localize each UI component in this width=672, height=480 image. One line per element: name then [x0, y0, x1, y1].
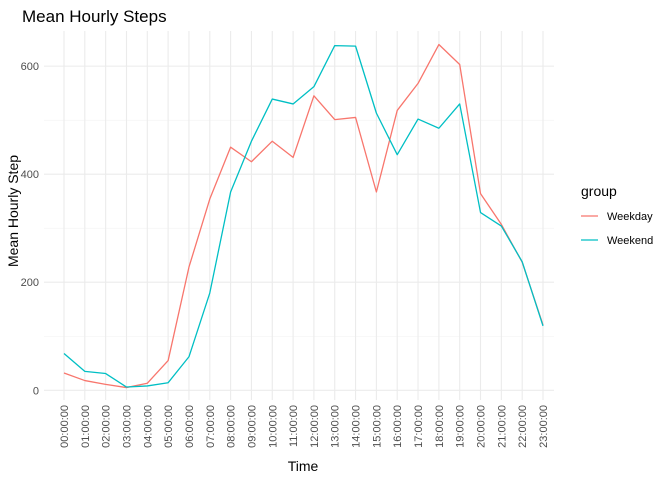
x-tick-label: 18:00:00: [434, 405, 446, 448]
legend-item: Weekend: [581, 235, 653, 247]
x-tick-label: 02:00:00: [101, 405, 113, 448]
x-tick-label: 23:00:00: [538, 405, 550, 448]
legend: group Weekday Weekend: [581, 183, 653, 247]
legend-title: group: [581, 183, 617, 199]
x-tick-label: 14:00:00: [351, 405, 363, 448]
x-tick-label: 00:00:00: [59, 405, 71, 448]
x-tick-label: 09:00:00: [246, 405, 258, 448]
x-tick-label: 03:00:00: [121, 405, 133, 448]
x-tick-label: 12:00:00: [309, 405, 321, 448]
x-tick-label: 01:00:00: [80, 405, 92, 448]
y-tick-label: 200: [21, 277, 39, 289]
x-tick-label: 11:00:00: [288, 405, 300, 447]
x-tick-label: 20:00:00: [476, 405, 488, 448]
legend-item: Weekday: [581, 211, 653, 223]
x-tick-label: 21:00:00: [496, 405, 508, 448]
gridlines: [44, 31, 554, 400]
legend-label: Weekend: [607, 235, 653, 247]
x-axis-title: Time: [288, 458, 319, 474]
y-axis-title: Mean Hourly Step: [5, 155, 21, 267]
legend-label: Weekday: [607, 211, 653, 223]
x-tick-label: 17:00:00: [413, 405, 425, 448]
y-axis-ticks: 0 200 400 600: [21, 61, 39, 397]
x-tick-label: 05:00:00: [163, 405, 175, 448]
series-line-weekday: [63, 43, 544, 389]
y-tick-label: 400: [21, 169, 39, 181]
chart-title: Mean Hourly Steps: [22, 7, 167, 26]
series-line-weekend: [63, 44, 544, 388]
x-tick-label: 04:00:00: [142, 405, 154, 448]
x-tick-label: 07:00:00: [205, 405, 217, 448]
x-tick-label: 06:00:00: [184, 405, 196, 448]
y-tick-label: 600: [21, 61, 39, 73]
x-tick-label: 10:00:00: [267, 405, 279, 448]
x-tick-label: 08:00:00: [226, 405, 238, 448]
x-tick-label: 13:00:00: [330, 405, 342, 448]
x-tick-label: 16:00:00: [392, 405, 404, 448]
series-lines: [63, 43, 544, 389]
legend-items: Weekday Weekend: [581, 211, 653, 247]
x-tick-label: 19:00:00: [455, 405, 467, 448]
x-tick-label: 15:00:00: [371, 405, 383, 448]
y-tick-label: 0: [33, 385, 39, 397]
x-axis-ticks: 00:00:00 01:00:00 02:00:00 03:00:00 04:00:00…: [59, 405, 550, 448]
x-tick-label: 22:00:00: [517, 405, 529, 448]
